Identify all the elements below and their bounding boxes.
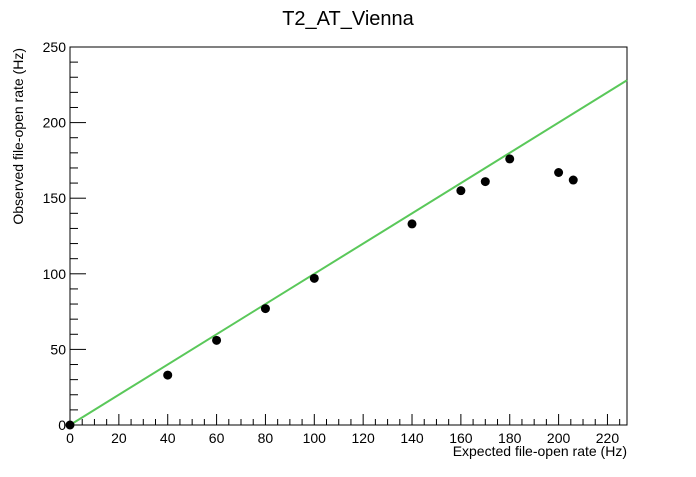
x-tick-label: 0	[66, 430, 74, 446]
y-tick-label: 50	[50, 341, 66, 357]
y-tick-label: 250	[43, 39, 67, 55]
y-axis-label: Observed file-open rate (Hz)	[10, 48, 26, 225]
data-point	[505, 154, 515, 164]
x-tick-label: 200	[547, 430, 571, 446]
x-tick-label: 100	[303, 430, 327, 446]
x-tick-label: 220	[596, 430, 620, 446]
data-point	[163, 370, 173, 380]
data-point	[554, 167, 564, 177]
data-point	[212, 335, 222, 345]
data-point	[568, 175, 578, 185]
x-tick-label: 40	[160, 430, 176, 446]
x-tick-label: 160	[449, 430, 473, 446]
y-tick-label: 150	[43, 190, 67, 206]
plot-frame-rect	[69, 46, 628, 426]
reference-line	[69, 79, 628, 426]
y-axis: 0 50 100 150 200 250	[43, 39, 86, 433]
x-axis-label: Expected file-open rate (Hz)	[453, 443, 627, 459]
reference-line-group	[69, 79, 628, 426]
chart-title: T2_AT_Vienna	[282, 8, 414, 30]
x-tick-label: 180	[498, 430, 522, 446]
x-tick-label: 80	[258, 430, 274, 446]
data-points	[65, 154, 578, 430]
data-point	[65, 420, 75, 430]
y-tick-label: 100	[43, 266, 67, 282]
x-axis: 0 20 40 60 80 100 120 140 160 180 200 220	[66, 414, 621, 446]
plot-frame	[69, 46, 628, 426]
x-tick-label: 60	[209, 430, 225, 446]
data-point	[456, 186, 466, 196]
x-tick-label: 120	[351, 430, 375, 446]
y-tick-label: 200	[43, 115, 67, 131]
x-tick-label: 140	[400, 430, 424, 446]
y-tick-label: 0	[58, 417, 66, 433]
data-point	[260, 304, 270, 314]
data-point	[309, 273, 319, 283]
data-point	[480, 177, 490, 187]
data-point	[407, 219, 417, 229]
x-tick-label: 20	[111, 430, 127, 446]
